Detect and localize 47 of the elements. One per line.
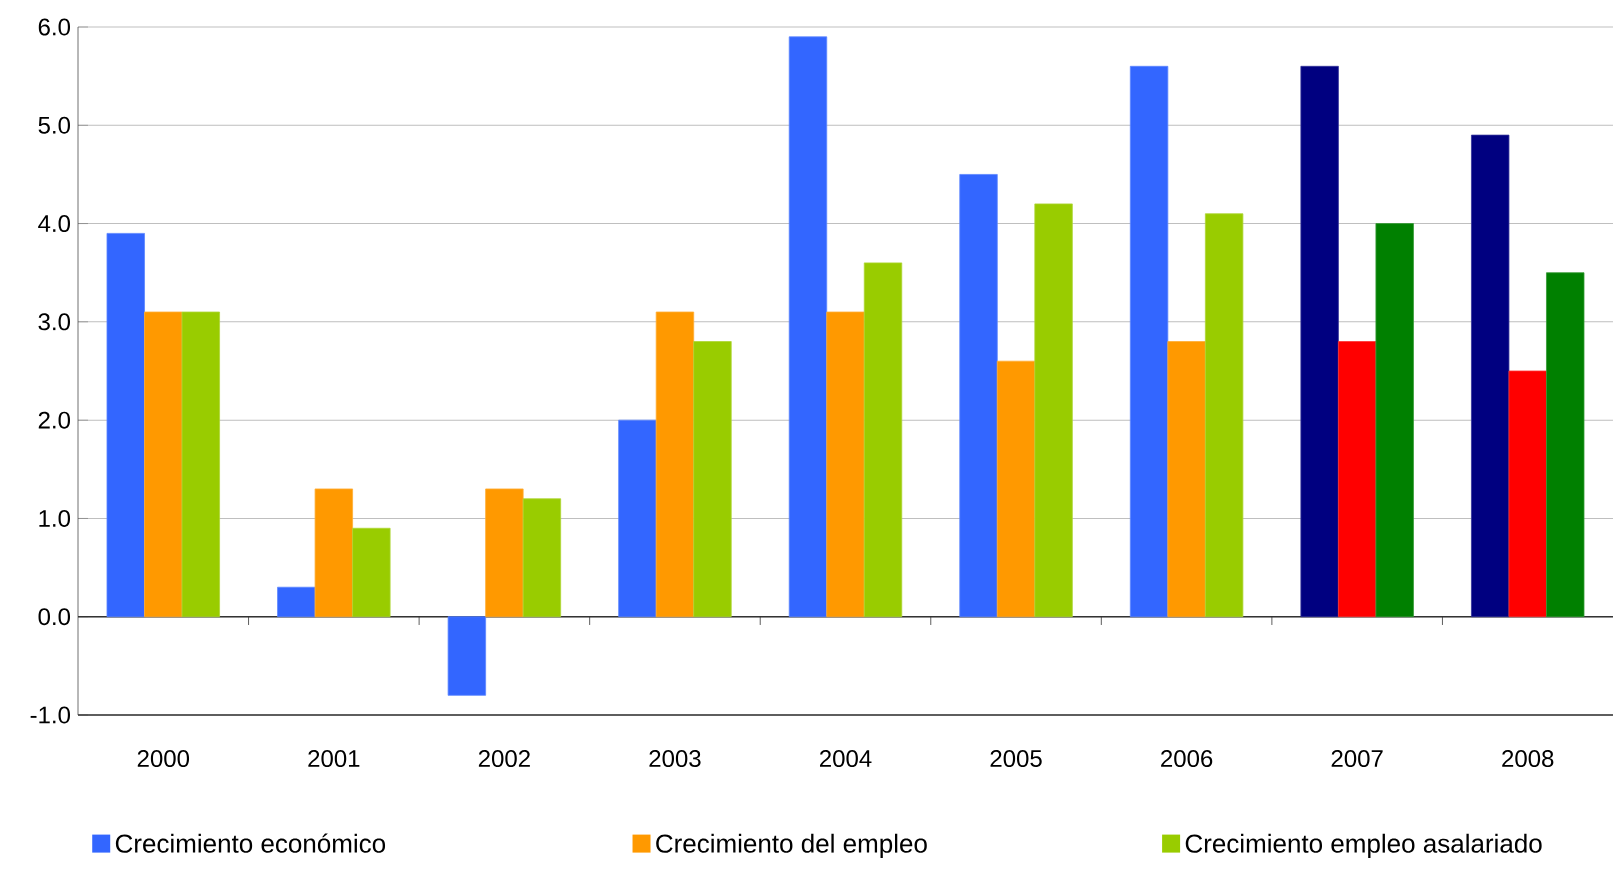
x-tick-label: 2008 xyxy=(1502,750,1554,768)
y-tick-label: 3.0 xyxy=(38,313,71,331)
y-tick-label: 1.0 xyxy=(39,509,71,527)
y-tick-label: -1.0 xyxy=(30,706,71,724)
x-tick-label: 2007 xyxy=(1331,750,1383,768)
bar xyxy=(1204,213,1244,618)
bar xyxy=(788,36,828,618)
bar xyxy=(277,586,316,618)
bar xyxy=(106,233,145,618)
bar xyxy=(1129,65,1169,618)
legend-label: Crecimiento económico xyxy=(115,833,386,853)
bar xyxy=(352,527,391,618)
bar xyxy=(655,311,695,618)
y-tick-label: 6.0 xyxy=(38,18,71,36)
bar xyxy=(1471,134,1510,618)
x-tick-label: 2003 xyxy=(649,750,701,768)
x-tick-label: 2002 xyxy=(478,750,530,768)
bar xyxy=(522,498,562,618)
bar xyxy=(314,488,353,618)
y-tick-label: 5.0 xyxy=(38,116,71,134)
y-tick-label: 2.0 xyxy=(38,411,71,429)
bar xyxy=(1167,341,1206,618)
bar xyxy=(1508,370,1547,618)
bar xyxy=(181,311,220,618)
bar xyxy=(1375,223,1414,618)
y-tick-label: 0.0 xyxy=(38,608,71,626)
bar xyxy=(1034,203,1073,618)
bar xyxy=(826,311,865,618)
bar xyxy=(693,341,732,618)
bar xyxy=(618,419,657,618)
bar xyxy=(1546,272,1585,618)
bar xyxy=(144,311,183,618)
x-tick-label: 2001 xyxy=(308,750,360,768)
bar xyxy=(1338,341,1377,618)
bar xyxy=(863,262,903,618)
x-tick-label: 2006 xyxy=(1161,750,1213,768)
x-tick-label: 2005 xyxy=(990,750,1042,768)
legend-label: Crecimiento empleo asalariado xyxy=(1185,833,1542,858)
legend-label: Crecimiento del empleo xyxy=(656,833,927,858)
bar xyxy=(959,174,998,618)
bar xyxy=(1300,65,1339,618)
x-tick-label: 2000 xyxy=(137,750,190,768)
x-tick-label: 2004 xyxy=(820,750,872,768)
y-tick-label: 4.0 xyxy=(38,215,71,233)
bar xyxy=(996,360,1036,618)
bar xyxy=(485,488,524,618)
bar xyxy=(447,616,487,696)
